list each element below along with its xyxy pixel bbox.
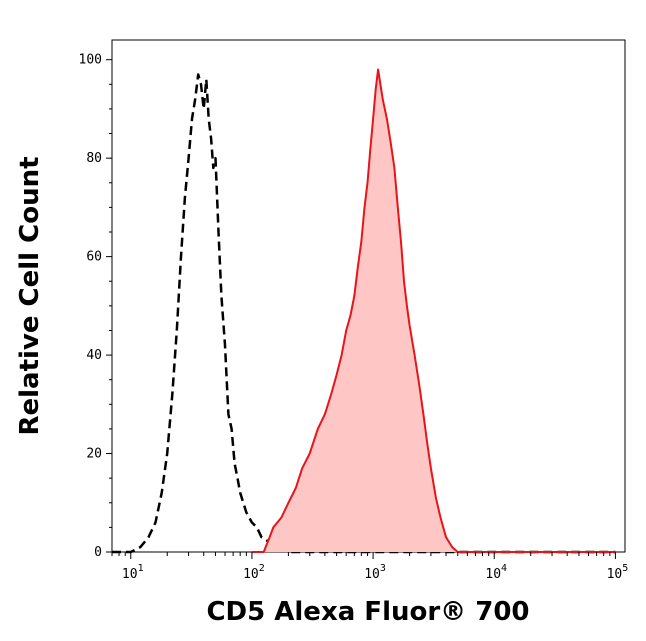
x-tick-exponent: 2 (259, 563, 265, 574)
x-axis: 101 102 103 104 105 (111, 552, 629, 582)
x-tick-base: 10 (122, 567, 138, 582)
series-0-line (112, 73, 616, 554)
y-axis-title: Relative Cell Count (15, 156, 45, 435)
x-tick-exponent: 4 (501, 563, 507, 574)
x-tick-base: 10 (243, 567, 259, 582)
x-tick-label-4: 104 (485, 563, 507, 582)
x-tick-base: 10 (607, 567, 623, 582)
x-tick-exponent: 5 (622, 563, 628, 574)
y-tick-label-60: 60 (86, 250, 102, 265)
x-tick-label-5: 105 (607, 563, 629, 582)
series-1-fill (251, 69, 616, 552)
x-tick-label-3: 103 (364, 563, 386, 582)
x-tick-exponent: 1 (138, 563, 144, 574)
x-tick-base: 10 (485, 567, 501, 582)
y-tick-label-40: 40 (86, 348, 102, 363)
x-tick-label-1: 101 (122, 563, 144, 582)
y-tick-label-0: 0 (94, 545, 102, 560)
y-tick-label-100: 100 (79, 53, 102, 68)
y-tick-label-20: 20 (86, 447, 102, 462)
series-1-line (251, 68, 616, 553)
y-tick-label-80: 80 (86, 151, 102, 166)
x-tick-exponent: 3 (380, 563, 386, 574)
x-tick-base: 10 (364, 567, 380, 582)
data-layer (112, 68, 616, 554)
y-axis: 0 20 40 60 80 100 (79, 53, 112, 560)
x-axis-title: CD5 Alexa Fluor® 700 (206, 597, 529, 627)
x-tick-label-2: 102 (243, 563, 265, 582)
